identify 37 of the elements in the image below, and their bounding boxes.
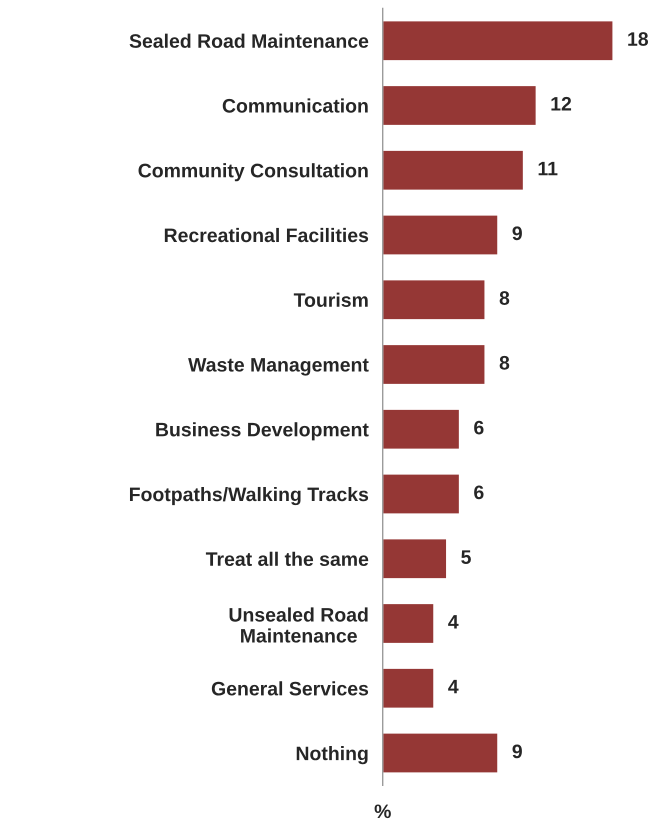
y-tick-label: General Services	[212, 681, 368, 696]
bar	[382, 668, 435, 710]
y-tick-label: Sealed Road Maintenance	[130, 34, 368, 48]
bar	[382, 473, 460, 515]
data-label: 4	[448, 615, 459, 629]
bar	[382, 84, 538, 126]
y-tick-label: Tourism	[294, 292, 368, 307]
data-label: 8	[500, 291, 510, 305]
bar	[382, 602, 435, 644]
y-tick-label: Communication	[222, 98, 368, 113]
bar	[382, 344, 486, 386]
data-label: 9	[512, 744, 522, 758]
y-tick-label: Unsealed Road Maintenance	[230, 607, 368, 643]
data-label: 5	[461, 550, 471, 564]
y-tick-label: Waste Management	[188, 358, 369, 376]
y-tick-label: Business Development	[156, 422, 369, 440]
x-axis-title: %	[374, 804, 391, 818]
y-tick-label: Nothing	[296, 746, 368, 764]
bar	[382, 278, 486, 320]
data-label: 18	[628, 32, 648, 46]
data-label: 4	[448, 680, 459, 694]
y-tick-label: Footpaths/Walking Tracks	[130, 486, 368, 506]
y-tick-label: Treat all the same	[206, 552, 368, 566]
data-label: 6	[474, 420, 484, 434]
data-label: 12	[551, 96, 572, 110]
bar	[382, 20, 614, 62]
data-label: 8	[500, 356, 510, 370]
bar	[382, 149, 524, 191]
y-tick-label: Recreational Facilities	[164, 228, 368, 242]
bar	[382, 732, 499, 774]
data-label: 6	[474, 485, 484, 500]
data-label: 11	[538, 162, 558, 176]
y-tick-label: Community Consultation	[138, 163, 368, 182]
bar	[382, 408, 460, 450]
bar	[382, 214, 499, 256]
data-label: 9	[512, 226, 522, 240]
bar	[382, 538, 448, 580]
